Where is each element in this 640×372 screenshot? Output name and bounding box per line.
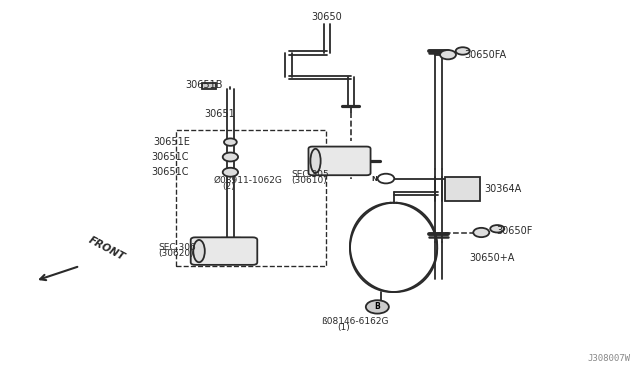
Text: SEC.305: SEC.305: [291, 170, 329, 179]
Text: (2): (2): [223, 182, 236, 190]
Ellipse shape: [193, 240, 205, 262]
Text: 30650+A: 30650+A: [469, 253, 515, 263]
Text: (30620): (30620): [159, 249, 195, 258]
Text: B: B: [374, 302, 380, 311]
Bar: [445, 177, 480, 201]
Text: 30650F: 30650F: [496, 227, 532, 236]
Ellipse shape: [474, 228, 489, 237]
Circle shape: [378, 174, 394, 183]
Text: SEC.306: SEC.306: [159, 243, 196, 252]
FancyBboxPatch shape: [308, 147, 371, 175]
Ellipse shape: [440, 50, 456, 59]
Text: 30651B: 30651B: [186, 80, 223, 90]
Text: N: N: [372, 176, 378, 182]
Text: (1): (1): [337, 323, 350, 332]
Text: 30651E: 30651E: [154, 137, 191, 147]
Circle shape: [223, 168, 238, 177]
FancyBboxPatch shape: [191, 237, 257, 265]
Text: FRONT: FRONT: [86, 235, 126, 262]
Text: 30364A: 30364A: [484, 184, 522, 194]
Ellipse shape: [490, 225, 504, 232]
Text: 30650: 30650: [312, 12, 342, 22]
Text: ß08146-6162G: ß08146-6162G: [321, 317, 388, 326]
Text: (30610): (30610): [291, 176, 327, 185]
Text: 30651C: 30651C: [152, 167, 189, 177]
Text: 30650FA: 30650FA: [465, 50, 507, 60]
Circle shape: [366, 300, 389, 314]
Circle shape: [224, 138, 237, 146]
Bar: [202, 83, 216, 89]
Text: 30651C: 30651C: [152, 152, 189, 162]
Ellipse shape: [310, 149, 321, 173]
Circle shape: [223, 153, 238, 161]
Ellipse shape: [456, 47, 470, 55]
Text: Ø08911-1062G: Ø08911-1062G: [213, 176, 282, 185]
Text: 30651: 30651: [205, 109, 236, 119]
Text: J308007W: J308007W: [588, 354, 630, 363]
